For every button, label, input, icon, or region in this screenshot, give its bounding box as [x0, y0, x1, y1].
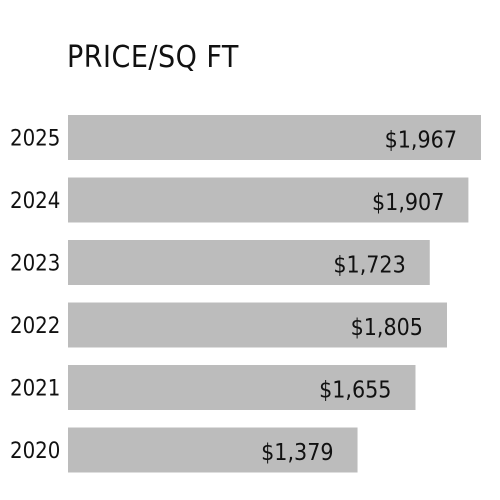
bar-2020 — [68, 427, 358, 473]
bar-2021 — [68, 365, 416, 410]
y-tick-label-2023: 2023 — [10, 252, 60, 277]
value-label-2022: $1,805 — [351, 315, 423, 341]
value-label-2023: $1,723 — [333, 253, 405, 279]
bar-2024 — [68, 177, 469, 223]
value-label-2020: $1,379 — [261, 440, 333, 466]
y-tick-label-2021: 2021 — [10, 377, 60, 402]
chart-title: PRICE/SQ FT — [67, 40, 239, 75]
bar-2022 — [68, 302, 447, 348]
y-tick-label-2022: 2022 — [10, 314, 60, 339]
y-tick-label-2025: 2025 — [10, 127, 60, 152]
value-label-2024: $1,907 — [372, 190, 444, 216]
value-label-2025: $1,967 — [385, 128, 457, 154]
bar-2023 — [68, 240, 430, 285]
y-tick-label-2024: 2024 — [10, 189, 60, 214]
value-label-2021: $1,655 — [319, 378, 391, 404]
y-tick-label-2020: 2020 — [10, 439, 60, 464]
bar-2025 — [68, 115, 481, 160]
